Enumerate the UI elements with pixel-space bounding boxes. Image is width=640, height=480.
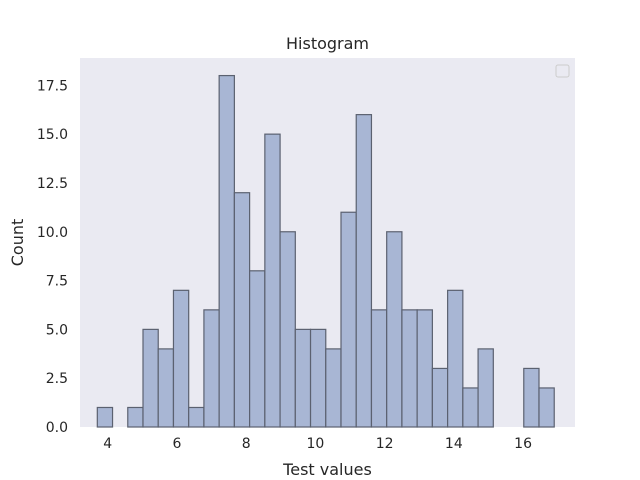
x-tick-label: 12: [376, 436, 394, 452]
histogram-bar-16: [340, 211, 357, 428]
histogram-bar-4: [157, 348, 175, 428]
x-tick-label: 16: [514, 436, 532, 452]
x-tick-label: 10: [306, 436, 324, 452]
histogram-bar-29: [538, 387, 555, 428]
x-tick-label: 4: [103, 436, 112, 452]
histogram-bar-6: [188, 406, 205, 428]
histogram-bar-8: [218, 74, 235, 428]
histogram-bar-22: [431, 367, 449, 428]
histogram-bar-20: [401, 309, 418, 428]
bars-group: [96, 74, 555, 428]
histogram-bar-5: [172, 289, 190, 428]
y-axis-title: Count: [8, 219, 27, 267]
x-tick-label: 8: [242, 436, 251, 452]
histogram-bar-25: [477, 348, 494, 428]
chart-title: Histogram: [286, 34, 369, 53]
x-tick-labels: 4 6 8 10 12 14 16: [103, 436, 532, 452]
y-tick-label: 5.0: [46, 322, 68, 338]
x-axis-title: Test values: [282, 460, 372, 479]
y-tick-label: 12.5: [37, 176, 68, 192]
histogram-bar-28: [523, 367, 540, 428]
histogram-bar-15: [325, 348, 342, 428]
y-tick-label: 2.5: [46, 371, 68, 387]
histogram-bar-21: [416, 309, 433, 428]
histogram-bar-11: [264, 133, 281, 428]
histogram-bar-2: [127, 406, 144, 428]
y-tick-label: 7.5: [46, 274, 68, 290]
histogram-bar-23: [447, 289, 464, 428]
histogram-bar-7: [203, 309, 220, 428]
histogram-bar-19: [386, 231, 403, 428]
histogram-bar-17: [355, 114, 373, 428]
histogram-bar-3: [142, 328, 159, 428]
histogram-bar-24: [462, 387, 479, 428]
y-tick-label: 10.0: [37, 225, 68, 241]
legend-box: [555, 64, 570, 78]
histogram-bar-18: [370, 309, 388, 428]
y-tick-labels: 0.0 2.5 5.0 7.5 10.0 12.5 15.0 17.5: [37, 78, 68, 436]
histogram-bar-9: [233, 192, 251, 428]
x-tick-label: 14: [445, 436, 463, 452]
y-tick-label: 15.0: [37, 127, 68, 143]
y-tick-label: 17.5: [37, 78, 68, 94]
histogram-bar-0: [96, 406, 114, 428]
x-tick-label: 6: [172, 436, 181, 452]
histogram-bar-12: [279, 231, 296, 428]
histogram-bar-14: [309, 328, 327, 428]
histogram-bar-10: [249, 270, 266, 428]
histogram-bar-13: [294, 328, 312, 428]
y-tick-label: 0.0: [46, 420, 68, 436]
